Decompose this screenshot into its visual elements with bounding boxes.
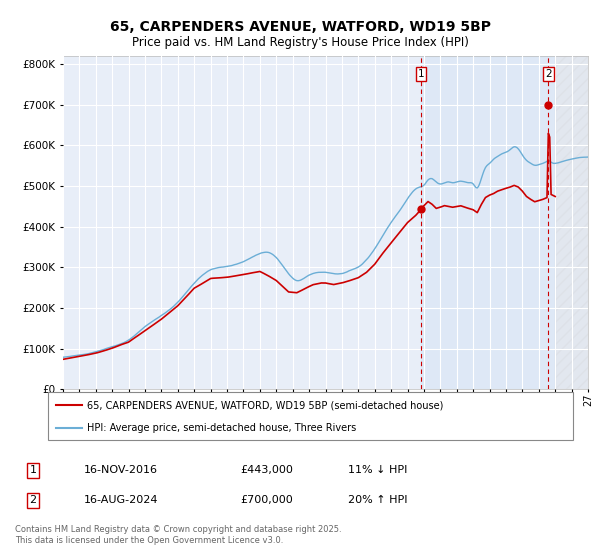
Text: 65, CARPENDERS AVENUE, WATFORD, WD19 5BP (semi-detached house): 65, CARPENDERS AVENUE, WATFORD, WD19 5BP… — [88, 400, 444, 410]
Bar — [555, 56, 588, 389]
Text: 11% ↓ HPI: 11% ↓ HPI — [348, 465, 407, 475]
Text: 1: 1 — [418, 69, 425, 79]
Text: 1: 1 — [29, 465, 37, 475]
Text: 20% ↑ HPI: 20% ↑ HPI — [348, 496, 407, 506]
Text: 2: 2 — [545, 69, 551, 79]
Text: Price paid vs. HM Land Registry's House Price Index (HPI): Price paid vs. HM Land Registry's House … — [131, 36, 469, 49]
Text: 16-AUG-2024: 16-AUG-2024 — [84, 496, 158, 506]
Text: 65, CARPENDERS AVENUE, WATFORD, WD19 5BP: 65, CARPENDERS AVENUE, WATFORD, WD19 5BP — [110, 20, 491, 34]
Text: £700,000: £700,000 — [240, 496, 293, 506]
Bar — [421, 56, 555, 389]
Text: £443,000: £443,000 — [240, 465, 293, 475]
Text: 2: 2 — [29, 496, 37, 506]
Text: Contains HM Land Registry data © Crown copyright and database right 2025.
This d: Contains HM Land Registry data © Crown c… — [15, 525, 341, 545]
Text: 16-NOV-2016: 16-NOV-2016 — [84, 465, 158, 475]
FancyBboxPatch shape — [48, 392, 573, 440]
Text: HPI: Average price, semi-detached house, Three Rivers: HPI: Average price, semi-detached house,… — [88, 423, 356, 433]
